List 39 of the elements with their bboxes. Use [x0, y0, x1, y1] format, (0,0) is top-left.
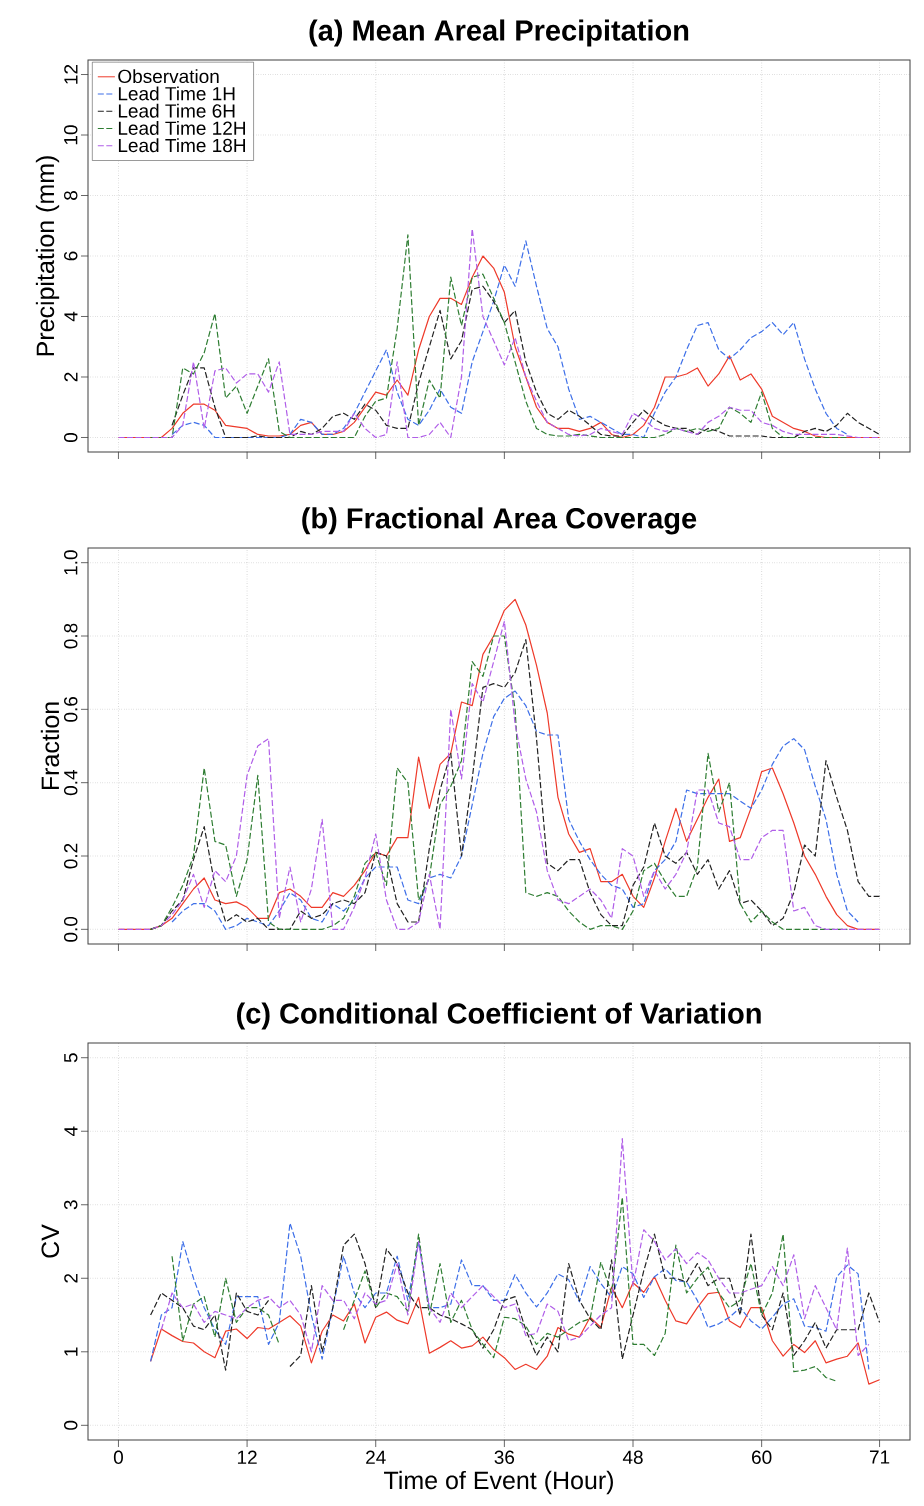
y-tick-label: 0.2 [64, 843, 78, 869]
y-tick-label: 0 [64, 432, 78, 443]
y-tick-label: 6 [64, 251, 78, 261]
y-tick-label: 8 [64, 191, 78, 200]
x-axis-title: Time of Event (Hour) [384, 1470, 613, 1495]
y-tick-label: 2 [64, 1273, 78, 1283]
x-tick-label: 60 [752, 1450, 772, 1464]
y-tick-label: 3 [64, 1200, 78, 1210]
x-tick-label: 0 [113, 1450, 123, 1464]
line-series [150, 1276, 881, 1385]
legend-label: Observation [118, 69, 219, 84]
y-tick-label: 10 [64, 125, 78, 145]
y-tick-label: 1 [64, 1347, 78, 1356]
chart-title: (c) Conditional Coefficient of Variation [237, 1002, 761, 1030]
legend-label: Lead Time 6H [118, 103, 235, 118]
x-tick-label: 12 [237, 1450, 257, 1464]
y-axis-title: Precipitation (mm) [35, 156, 60, 356]
y-tick-label: 4 [64, 311, 78, 322]
x-tick-label: 36 [494, 1450, 515, 1464]
y-axis-title: Fraction [40, 702, 60, 790]
y-tick-label: 0 [64, 1420, 78, 1430]
y-tick-label: 0.8 [64, 623, 78, 649]
y-tick-label: 5 [64, 1053, 78, 1063]
y-tick-label: 1.0 [64, 550, 78, 575]
chart-title: (b) Fractional Area Coverage [302, 507, 697, 535]
x-tick-label: 48 [622, 1450, 643, 1464]
y-tick-label: 0.0 [64, 916, 78, 942]
y-tick-label: 2 [64, 372, 78, 382]
legend-label: Lead Time 18H [118, 138, 245, 153]
chart-title: (a) Mean Areal Precipitation [309, 19, 689, 47]
y-tick-label: 0.4 [64, 770, 78, 796]
legend-label: Lead Time 1H [118, 86, 235, 101]
y-tick-label: 4 [64, 1126, 78, 1137]
y-axis-title: CV [41, 1224, 60, 1258]
y-tick-label: 0.6 [64, 696, 78, 722]
x-tick-label: 71 [869, 1450, 890, 1464]
legend-label: Lead Time 12H [118, 120, 245, 135]
y-tick-label: 12 [64, 64, 78, 84]
x-tick-label: 24 [366, 1450, 386, 1464]
